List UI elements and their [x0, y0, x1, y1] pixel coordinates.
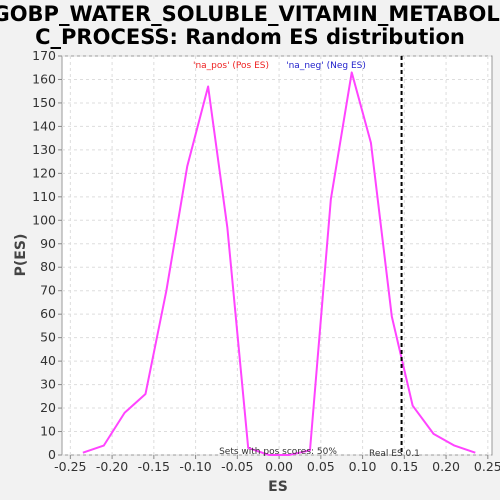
pos-scores-annotation: Sets with pos scores: 50%	[219, 447, 337, 457]
y-axis-ticks: 0 10 20 30 40 50 60 70 80 90 100 110 120 130 140 150 160…	[32, 48, 62, 462]
y-tick-label: 30	[40, 377, 56, 392]
x-tick-label: 0.20	[432, 459, 460, 474]
y-tick-label: 170	[32, 48, 56, 63]
y-tick-label: 150	[32, 95, 56, 110]
x-axis-ticks: -0.25 -0.20 -0.15 -0.10 -0.05 0.00 0.05 0.10 0.1…	[54, 455, 500, 474]
x-tick-label: 0.05	[307, 459, 335, 474]
y-tick-label: 0	[48, 447, 56, 462]
y-tick-label: 50	[40, 330, 56, 345]
y-tick-label: 40	[40, 353, 56, 368]
chart-title-line2: C_PROCESS: Random ES distribution	[35, 25, 465, 49]
es-distribution-line	[82, 71, 476, 456]
x-tick-label: -0.05	[221, 459, 253, 474]
x-tick-label: -0.20	[96, 459, 128, 474]
y-tick-label: 60	[40, 306, 56, 321]
plot-area	[61, 55, 493, 456]
x-tick-label: -0.15	[138, 459, 170, 474]
x-tick-label: 0.15	[390, 459, 418, 474]
y-tick-label: 80	[40, 259, 56, 274]
y-tick-label: 130	[32, 142, 56, 157]
chart-title-line1: GOBP_WATER_SOLUBLE_VITAMIN_METABOLI	[0, 2, 500, 26]
y-tick-label: 10	[40, 424, 56, 439]
real-es-label: Real ES 0.1	[369, 449, 420, 459]
grid	[62, 55, 492, 456]
y-tick-label: 20	[40, 400, 56, 415]
x-tick-label: 0.25	[474, 459, 500, 474]
legend-entry-pos: 'na_pos' (Pos ES)	[193, 61, 269, 71]
y-tick-label: 90	[40, 236, 56, 251]
y-tick-label: 100	[32, 212, 56, 227]
y-tick-label: 70	[40, 283, 56, 298]
x-tick-label: -0.10	[179, 459, 211, 474]
legend-entry-neg: 'na_neg' (Neg ES)	[286, 61, 366, 71]
x-axis-label: ES	[268, 479, 288, 495]
y-tick-label: 120	[32, 165, 56, 180]
y-tick-label: 140	[32, 118, 56, 133]
x-tick-label: 0.00	[265, 459, 293, 474]
y-axis-label: P(ES)	[13, 234, 29, 277]
y-tick-label: 160	[32, 71, 56, 86]
x-tick-label: 0.10	[349, 459, 377, 474]
x-tick-label: -0.25	[54, 459, 86, 474]
y-tick-label: 110	[32, 189, 56, 204]
